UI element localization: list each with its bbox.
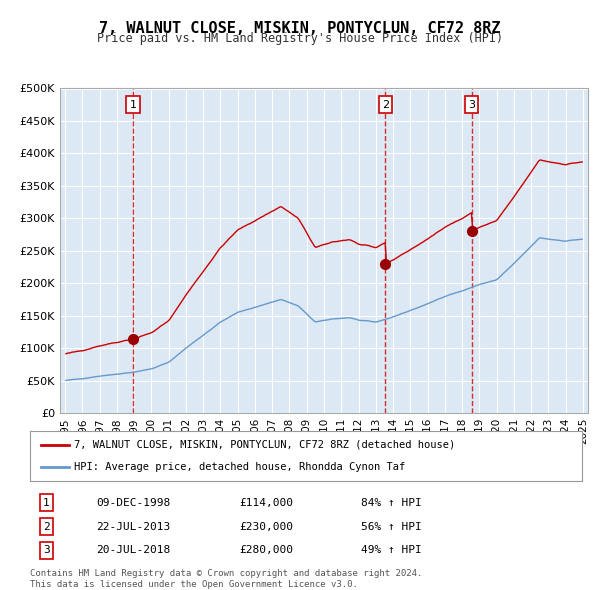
Text: 49% ↑ HPI: 49% ↑ HPI	[361, 546, 422, 555]
Text: 1: 1	[130, 100, 137, 110]
Text: 1: 1	[43, 498, 50, 507]
Text: Contains HM Land Registry data © Crown copyright and database right 2024.
This d: Contains HM Land Registry data © Crown c…	[30, 569, 422, 589]
Text: 22-JUL-2013: 22-JUL-2013	[96, 522, 170, 532]
Text: 7, WALNUT CLOSE, MISKIN, PONTYCLUN, CF72 8RZ (detached house): 7, WALNUT CLOSE, MISKIN, PONTYCLUN, CF72…	[74, 440, 455, 450]
Text: £230,000: £230,000	[240, 522, 294, 532]
Text: Price paid vs. HM Land Registry's House Price Index (HPI): Price paid vs. HM Land Registry's House …	[97, 32, 503, 45]
Text: 56% ↑ HPI: 56% ↑ HPI	[361, 522, 422, 532]
Text: 3: 3	[43, 546, 50, 555]
Text: 2: 2	[43, 522, 50, 532]
Text: 2: 2	[382, 100, 389, 110]
Text: 09-DEC-1998: 09-DEC-1998	[96, 498, 170, 507]
Text: 3: 3	[468, 100, 475, 110]
Text: £280,000: £280,000	[240, 546, 294, 555]
Text: HPI: Average price, detached house, Rhondda Cynon Taf: HPI: Average price, detached house, Rhon…	[74, 462, 406, 472]
Text: £114,000: £114,000	[240, 498, 294, 507]
Text: 20-JUL-2018: 20-JUL-2018	[96, 546, 170, 555]
Text: 7, WALNUT CLOSE, MISKIN, PONTYCLUN, CF72 8RZ: 7, WALNUT CLOSE, MISKIN, PONTYCLUN, CF72…	[99, 21, 501, 35]
Text: 84% ↑ HPI: 84% ↑ HPI	[361, 498, 422, 507]
